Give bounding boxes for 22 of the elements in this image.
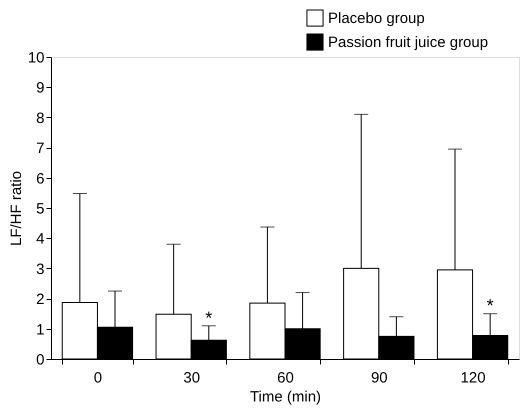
y-tick-label: 7 [36,140,44,158]
legend-label: Passion fruit juice group [328,34,488,51]
x-tick-label: 60 [277,370,294,386]
legend-label: Placebo group [328,10,425,27]
annotation: * [486,296,494,316]
y-tick-label: 0 [36,352,44,368]
y-tick-label: 2 [36,291,44,308]
y-tick-label: 5 [36,200,44,218]
y-tick-label: 1 [36,321,44,338]
x-tick-label: 0 [94,370,102,386]
x-tick-label: 90 [370,370,388,386]
annotation: * [205,308,212,328]
y-tick-label: 4 [36,230,44,248]
y-axis-title: LF/HF ratio [8,170,25,246]
y-tick-label: 8 [36,110,44,127]
y-tick-label: 3 [36,260,44,278]
y-tick-label: 6 [36,170,44,188]
x-tick-label: 120 [460,370,486,386]
x-axis-title: Time (min) [250,388,322,406]
y-tick-label: 10 [28,50,44,66]
x-tick-label: 30 [183,370,200,386]
y-tick-label: 9 [36,80,44,97]
